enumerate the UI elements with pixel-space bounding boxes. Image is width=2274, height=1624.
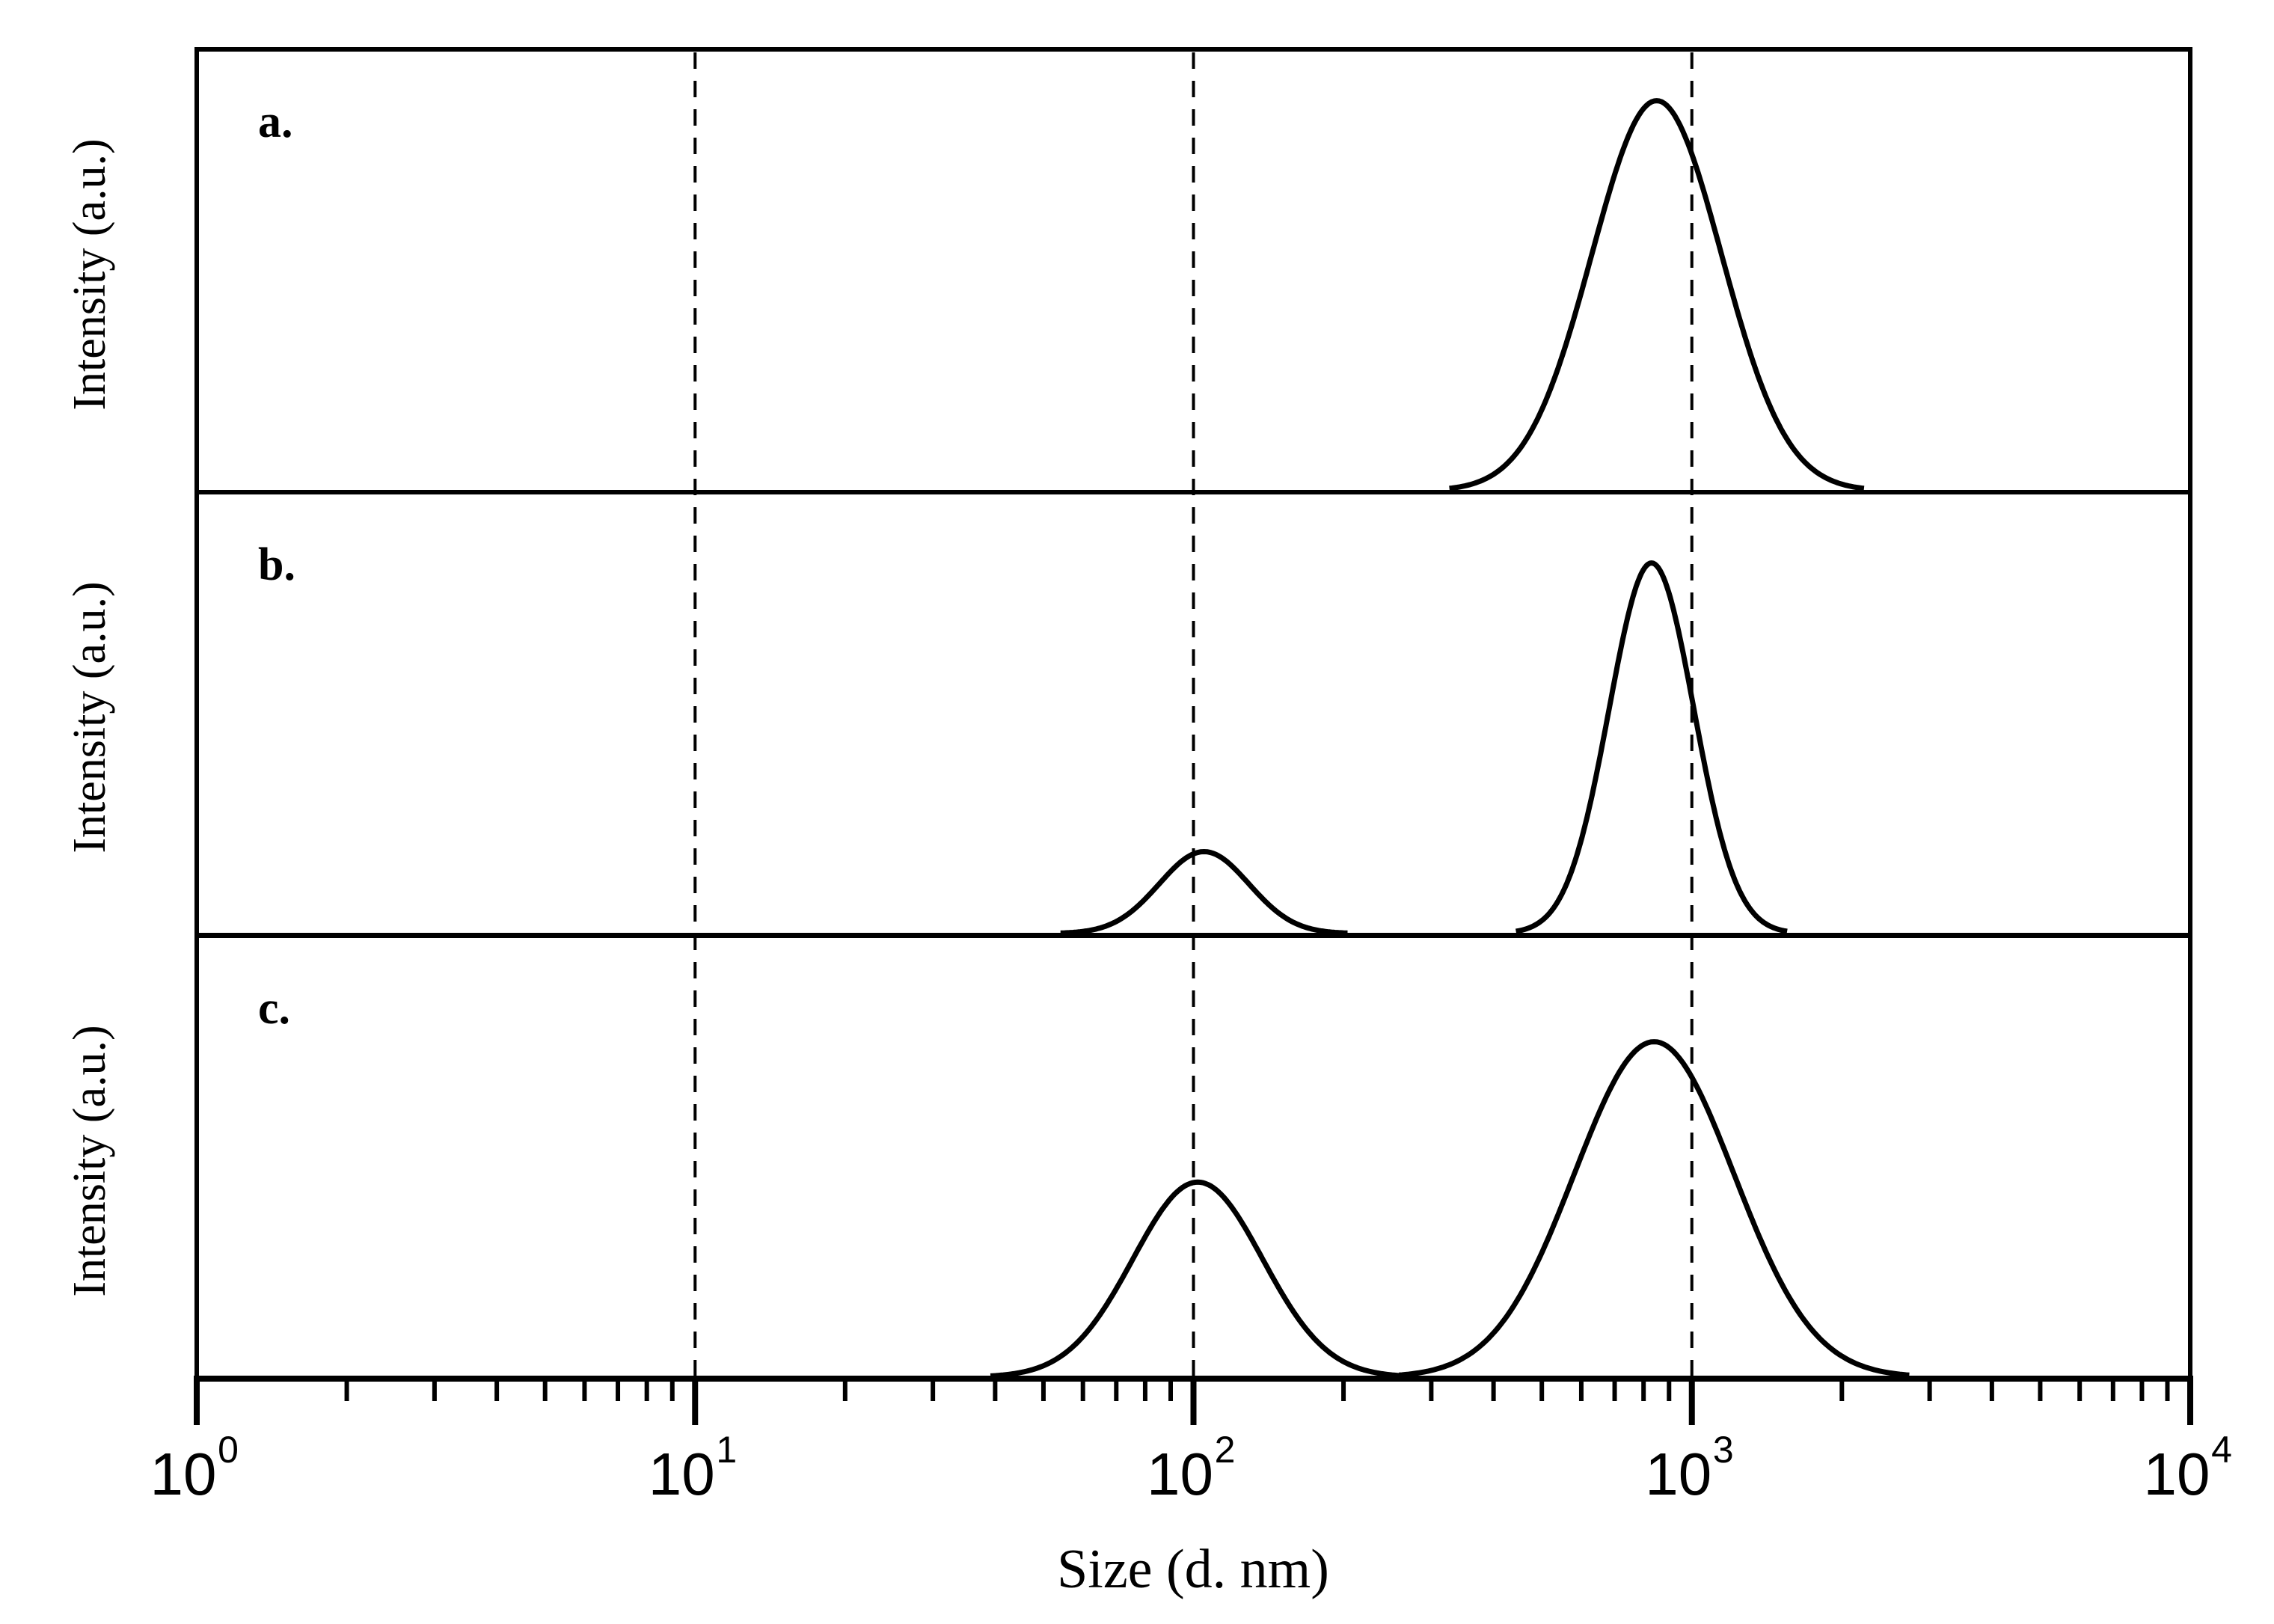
panel-label-b: b.: [258, 539, 295, 590]
panel-label-a: a.: [258, 96, 293, 147]
x-tick-label-2: 10 2: [1147, 1429, 1235, 1507]
x-tick-label-exponent: 0: [218, 1429, 239, 1471]
x-tick-label-base: 10: [649, 1441, 715, 1507]
y-axis-label-a: Intensity (a.u.): [64, 138, 115, 410]
x-tick-label-base: 10: [1147, 1441, 1213, 1507]
panels-group: a. Intensity (a.u.) b. Intensity (a.u.) c. In…: [64, 47, 2192, 1381]
curves-group: [990, 98, 1910, 1379]
panel-label-c: c.: [258, 983, 290, 1034]
x-tick-label-exponent: 3: [1713, 1429, 1734, 1471]
reference-lines-group: [693, 52, 1694, 1376]
x-tick-label-base: 10: [1645, 1441, 1711, 1507]
y-axis-label-b: Intensity (a.u.): [64, 581, 115, 853]
curve-panel-c-peak-1: [990, 1179, 1406, 1379]
curve-panel-b-peak-2: [1515, 560, 1789, 934]
x-tick-label-4: 10 4: [2144, 1429, 2232, 1507]
y-axis-label-c: Intensity (a.u.): [64, 1025, 115, 1296]
curve-panel-b-peak-1: [1059, 849, 1349, 936]
x-tick-label-1: 10 1: [649, 1429, 737, 1507]
x-tick-label-3: 10 3: [1645, 1429, 1733, 1507]
x-tick-label-exponent: 4: [2211, 1429, 2232, 1471]
x-axis: 10 0 10 1 10 2 10 3 10 4: [150, 1376, 2232, 1507]
x-tick-label-exponent: 2: [1215, 1429, 1236, 1471]
x-tick-label-exponent: 1: [716, 1429, 737, 1471]
x-axis-label: Size (d. nm): [1057, 1539, 1329, 1600]
x-tick-label-0: 10 0: [150, 1429, 239, 1507]
x-tick-label-base: 10: [150, 1441, 217, 1507]
x-tick-label-base: 10: [2144, 1441, 2210, 1507]
curve-panel-a-peak-1: [1449, 98, 1865, 491]
curve-panel-c-peak-2: [1398, 1039, 1910, 1378]
